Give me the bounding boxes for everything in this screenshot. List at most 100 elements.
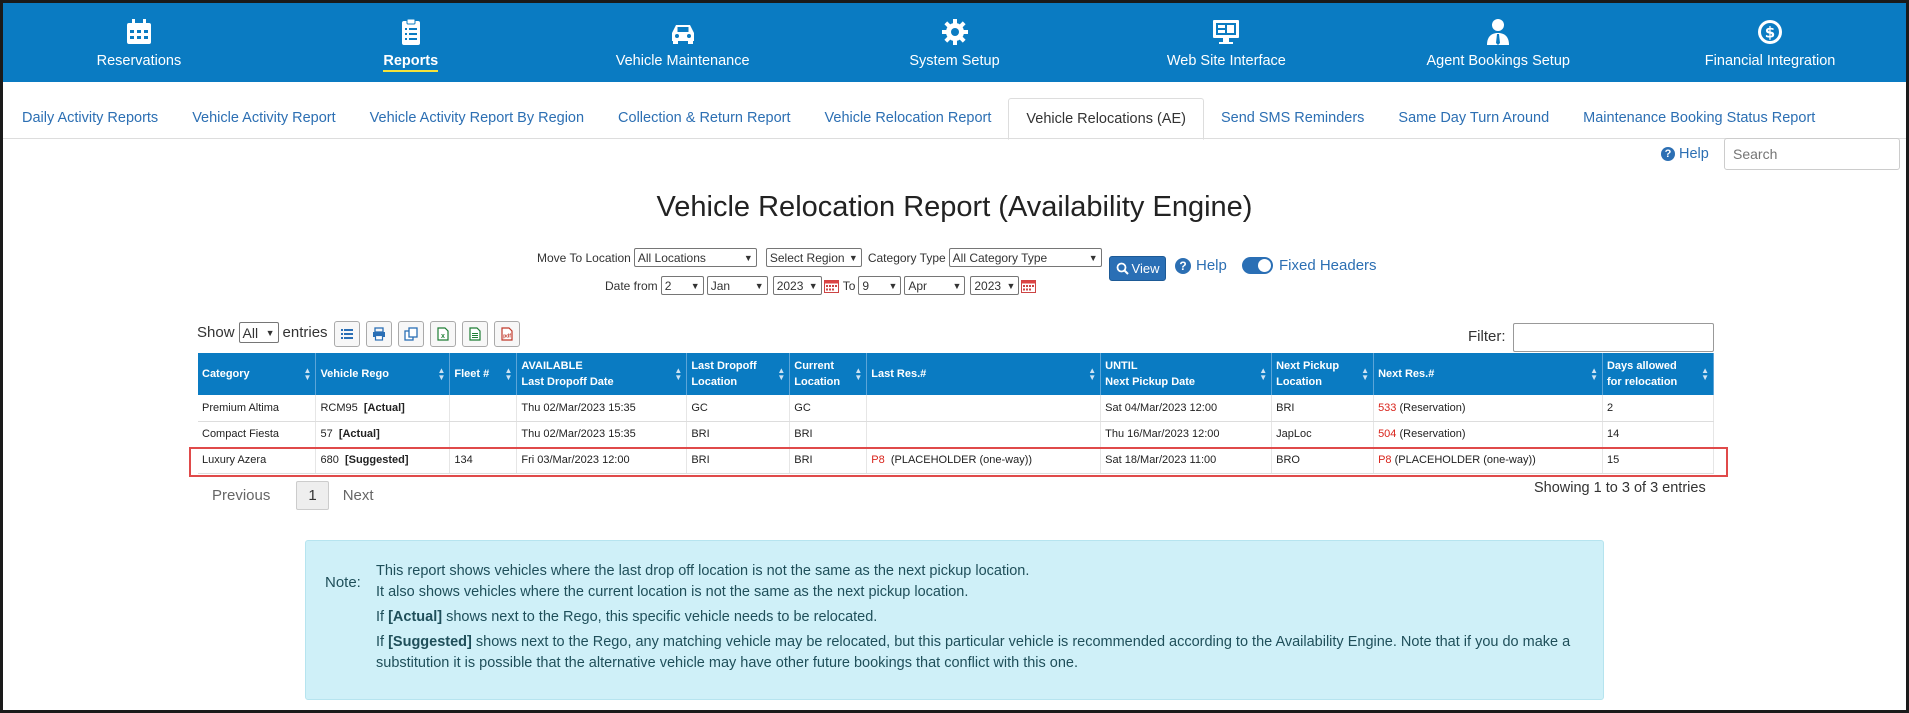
tab-same-day-turn-around[interactable]: Same Day Turn Around xyxy=(1398,110,1550,126)
note-line: This report shows vehicles where the las… xyxy=(376,563,1030,579)
excel-export-button[interactable]: x xyxy=(430,321,456,347)
column-header[interactable]: Fleet # ▲ ▼ xyxy=(449,353,518,395)
to-day-select[interactable]: 9 ▼ xyxy=(858,276,902,295)
previous-page-button[interactable]: Previous xyxy=(212,487,271,504)
sort-icon[interactable]: ▲ ▼ xyxy=(777,366,786,382)
filter-help-link[interactable]: ? Help xyxy=(1175,257,1227,274)
tab-vehicle-relocations-ae[interactable]: Vehicle Relocations (AE) xyxy=(1008,98,1204,140)
to-month-select[interactable]: Apr ▼ xyxy=(904,276,966,295)
table-cell: BRI xyxy=(686,421,791,448)
table-cell: 2 xyxy=(1602,395,1715,422)
nav-reservations[interactable]: Reservations xyxy=(3,3,275,82)
sort-icon[interactable]: ▲ ▼ xyxy=(504,366,513,382)
column-header[interactable]: AVAILABLE Last Dropoff Date ▲ ▼ xyxy=(516,353,688,395)
column-header[interactable]: Last Dropoff Location ▲ ▼ xyxy=(686,353,791,395)
page-1-button[interactable]: 1 xyxy=(296,481,329,510)
table-row[interactable]: Luxury Azera 680 [Suggested] 134 Fri 03/Mar… xyxy=(198,447,1715,474)
category-type-label: Category Type xyxy=(867,250,946,265)
dollar-icon: $ xyxy=(1634,17,1906,47)
move-to-location-select[interactable]: All Locations ▼ xyxy=(633,248,757,267)
nav-system-setup[interactable]: System Setup xyxy=(819,3,1091,82)
search-input[interactable] xyxy=(1724,138,1900,170)
csv-icon xyxy=(469,327,481,341)
csv-export-button[interactable] xyxy=(462,321,488,347)
car-icon xyxy=(547,17,819,47)
to-year-select[interactable]: 2023 ▼ xyxy=(970,276,1020,295)
filter-input[interactable] xyxy=(1513,323,1714,352)
nav-web-site-interface[interactable]: Web Site Interface xyxy=(1090,3,1362,82)
tab-collection-return-report[interactable]: Collection & Return Report xyxy=(618,110,791,126)
agent-icon xyxy=(1362,17,1634,47)
pdf-export-button[interactable]: pdf xyxy=(494,321,520,347)
next-page-button[interactable]: Next xyxy=(342,487,374,504)
help-link[interactable]: ? Help xyxy=(1661,146,1709,162)
table-row[interactable]: Compact Fiesta 57 [Actual] Thu 02/Mar/2023… xyxy=(198,421,1715,448)
tab-maintenance-booking-status-report[interactable]: Maintenance Booking Status Report xyxy=(1583,110,1816,126)
svg-text:x: x xyxy=(441,333,445,340)
table-cell xyxy=(866,421,1102,448)
column-header[interactable]: Next Res.# ▲ ▼ xyxy=(1373,353,1603,395)
column-header[interactable]: Vehicle Rego ▲ ▼ xyxy=(315,353,451,395)
table-cell: Premium Altima xyxy=(198,395,317,422)
nav-reports[interactable]: Reports xyxy=(275,3,547,82)
column-header[interactable]: UNTIL Next Pickup Date ▲ ▼ xyxy=(1100,353,1273,395)
tab-daily-activity-reports[interactable]: Daily Activity Reports xyxy=(22,110,159,126)
entries-control: Show All ▼ entries xyxy=(197,322,328,343)
search-icon xyxy=(1116,262,1129,275)
tab-vehicle-activity-report-by-region[interactable]: Vehicle Activity Report By Region xyxy=(369,110,585,126)
sort-icon[interactable]: ▲ ▼ xyxy=(1088,366,1097,382)
calendar-icon[interactable] xyxy=(1021,279,1037,293)
sort-icon[interactable]: ▲ ▼ xyxy=(674,366,683,382)
sort-icon[interactable]: ▲ ▼ xyxy=(303,366,312,382)
svg-text:pdf: pdf xyxy=(503,334,511,340)
nav-agent-bookings-setup[interactable]: Agent Bookings Setup xyxy=(1362,3,1634,82)
reservation-link[interactable]: P8 xyxy=(871,454,885,466)
table-cell xyxy=(449,421,518,448)
column-header[interactable]: Days allowed for relocation ▲ ▼ xyxy=(1602,353,1715,395)
toggle-switch[interactable] xyxy=(1242,257,1273,274)
from-day-select[interactable]: 2 ▼ xyxy=(660,276,704,295)
tab-vehicle-relocation-report[interactable]: Vehicle Relocation Report xyxy=(824,110,992,126)
nav-label: Agent Bookings Setup xyxy=(1426,53,1570,69)
help-icon: ? xyxy=(1175,257,1191,274)
reservation-link[interactable]: 533 xyxy=(1378,401,1397,414)
region-select[interactable]: Select Region ▼ xyxy=(765,248,862,267)
table-cell: RCM95 [Actual] xyxy=(315,395,451,422)
view-button[interactable]: View xyxy=(1109,256,1166,281)
entries-select[interactable]: All ▼ xyxy=(238,322,279,343)
sort-icon[interactable]: ▲ ▼ xyxy=(1361,366,1370,382)
tab-vehicle-activity-report[interactable]: Vehicle Activity Report xyxy=(192,110,336,126)
table-row[interactable]: Premium Altima RCM95 [Actual] Thu 02/Mar/2… xyxy=(198,395,1715,422)
fixed-headers-toggle[interactable]: Fixed Headers xyxy=(1242,257,1377,274)
chevron-down-icon: ▼ xyxy=(848,252,858,263)
category-type-select[interactable]: All Category Type ▼ xyxy=(948,248,1102,267)
reservation-link[interactable]: 504 xyxy=(1378,428,1397,440)
sort-icon[interactable]: ▲ ▼ xyxy=(1590,366,1598,382)
from-month-select[interactable]: Jan ▼ xyxy=(706,276,768,295)
nav-financial-integration[interactable]: $ Financial Integration xyxy=(1634,3,1906,82)
column-header[interactable]: Category ▲ ▼ xyxy=(198,353,317,395)
from-year-select[interactable]: 2023 ▼ xyxy=(772,276,822,295)
table-cell: Compact Fiesta xyxy=(198,421,317,448)
nav-label: Vehicle Maintenance xyxy=(615,53,750,69)
calendar-icon[interactable] xyxy=(823,279,839,293)
sort-icon[interactable]: ▲ ▼ xyxy=(1701,366,1709,382)
to-label: To xyxy=(842,278,856,293)
nav-vehicle-maintenance[interactable]: Vehicle Maintenance xyxy=(547,3,819,82)
print-button[interactable] xyxy=(366,321,392,347)
column-header[interactable]: Next Pickup Location ▲ ▼ xyxy=(1271,353,1375,395)
reservation-link[interactable]: P8 xyxy=(1378,454,1392,466)
sort-icon[interactable]: ▲ ▼ xyxy=(854,366,863,382)
table-cell: 57 [Actual] xyxy=(315,421,451,448)
column-visibility-button[interactable] xyxy=(334,321,360,347)
column-header[interactable]: Last Res.# ▲ ▼ xyxy=(866,353,1102,395)
column-header[interactable]: Current Location ▲ ▼ xyxy=(789,353,868,395)
table-cell: 533 (Reservation) xyxy=(1373,395,1603,422)
sort-icon[interactable]: ▲ ▼ xyxy=(1259,366,1268,382)
app-frame: Reservations Reports Vehicle Maintenance Sy… xyxy=(3,3,1906,710)
table-cell: Luxury Azera xyxy=(198,447,317,474)
table-cell: GC xyxy=(789,395,868,422)
copy-button[interactable] xyxy=(398,321,424,347)
sort-icon[interactable]: ▲ ▼ xyxy=(437,366,446,382)
tab-send-sms-reminders[interactable]: Send SMS Reminders xyxy=(1220,110,1365,126)
